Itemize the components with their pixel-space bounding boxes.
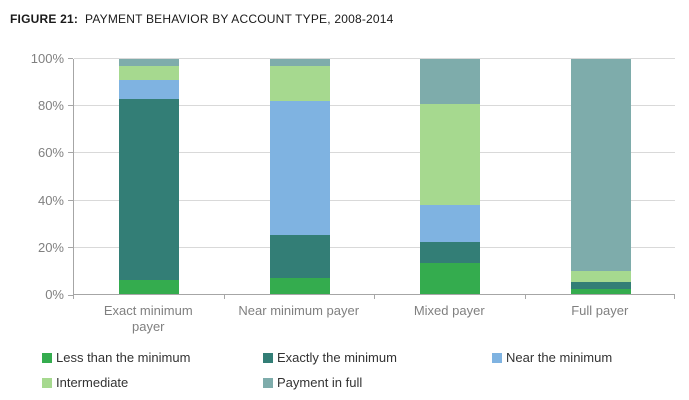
y-axis-tick (68, 295, 73, 296)
stacked-bar-4 (570, 59, 631, 294)
legend-label: Exactly the minimum (277, 350, 397, 365)
gridline (74, 246, 675, 248)
plot-area (73, 58, 675, 295)
legend-label: Payment in full (277, 375, 363, 390)
legend-label: Less than the minimum (56, 350, 191, 365)
bar-segment (570, 270, 631, 283)
bar-segment (119, 279, 180, 294)
bar-segment (119, 66, 180, 81)
legend-item: Payment in full (263, 376, 362, 390)
bar-segment (119, 80, 180, 99)
y-tick-label: 20% (37, 239, 64, 255)
bar-segment (420, 204, 481, 243)
bar-segment (269, 277, 330, 294)
bar-segment (269, 101, 330, 236)
figure-number: FIGURE 21: (10, 12, 79, 26)
x-axis-tick (374, 295, 375, 299)
bar-segment (420, 103, 481, 205)
y-tick-label: 0% (45, 287, 64, 302)
bar-segment (570, 59, 631, 271)
legend-item: Less than the minimum (42, 351, 190, 365)
legend-label: Intermediate (56, 375, 129, 390)
y-tick-label: 100% (30, 51, 64, 66)
gridline (74, 152, 675, 154)
y-tick-label: 60% (37, 145, 64, 161)
bar-segment (570, 289, 631, 294)
bar-segment (420, 242, 481, 264)
y-axis-tick (68, 105, 73, 107)
figure-title-text: PAYMENT BEHAVIOR BY ACCOUNT TYPE, 2008-2… (85, 12, 394, 26)
legend-swatch-icon (492, 353, 502, 363)
x-axis-label: Exact minimum payer (103, 303, 193, 334)
bar-segment (269, 235, 330, 278)
x-axis-tick (73, 295, 74, 299)
x-axis-label: Near minimum payer (238, 303, 360, 318)
stacked-bar-3 (420, 59, 481, 294)
x-axis-label: Full payer (571, 303, 629, 318)
legend-swatch-icon (42, 378, 52, 388)
bar-segment (570, 282, 631, 290)
y-axis-tick (68, 58, 73, 59)
figure-title: FIGURE 21: PAYMENT BEHAVIOR BY ACCOUNT TY… (10, 12, 394, 26)
x-axis-tick (524, 295, 526, 299)
bar-segment (420, 59, 481, 104)
bar-segment (119, 98, 180, 280)
legend-label: Near the minimum (506, 350, 613, 365)
y-tick-label: 40% (37, 192, 64, 208)
x-axis-tick (674, 295, 675, 299)
gridline (74, 199, 675, 201)
stacked-bar-2 (269, 59, 330, 294)
gridline (74, 105, 675, 107)
legend-swatch-icon (263, 378, 273, 388)
stacked-bar-1 (119, 59, 180, 294)
gridline (74, 58, 675, 59)
bar-segment (269, 66, 330, 102)
y-axis-tick (68, 152, 73, 154)
y-axis-tick (68, 199, 73, 201)
legend-item: Near the minimum (492, 351, 612, 365)
y-axis-tick (68, 246, 73, 248)
y-tick-label: 80% (37, 98, 64, 114)
x-axis-tick (223, 295, 225, 299)
bar-segment (420, 263, 481, 294)
legend-item: Exactly the minimum (263, 351, 397, 365)
legend-swatch-icon (263, 353, 273, 363)
legend-item: Intermediate (42, 376, 128, 390)
x-axis-label: Mixed payer (413, 303, 485, 318)
legend-swatch-icon (42, 353, 52, 363)
bar-segment (269, 59, 330, 67)
bar-segment (119, 59, 180, 67)
